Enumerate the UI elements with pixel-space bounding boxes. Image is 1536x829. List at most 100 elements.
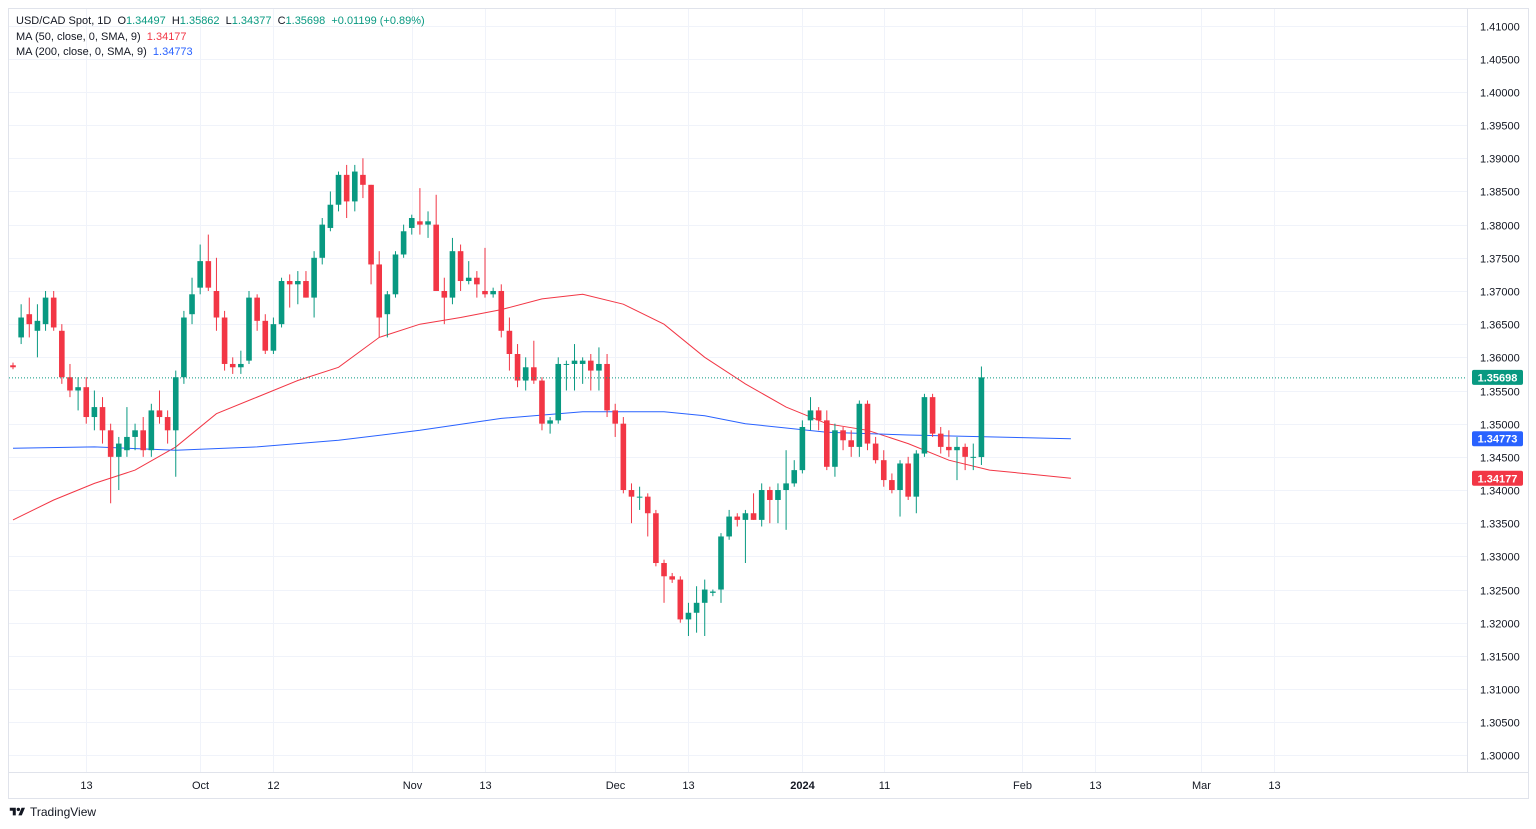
candle-body [197, 261, 203, 288]
price-tick-label: 1.33500 [1480, 519, 1520, 531]
candle-up [392, 251, 399, 298]
candle-up [246, 290, 252, 364]
candle-body [921, 397, 928, 454]
candle-up [465, 261, 472, 285]
candle-body [905, 463, 911, 497]
candle-down [937, 426, 944, 454]
candle-body [368, 184, 374, 265]
candle-body [286, 281, 293, 285]
tradingview-brand[interactable]: TradingView [9, 805, 96, 819]
time-tick-label: Nov [403, 780, 423, 792]
candle-down [880, 450, 887, 487]
legend-ma200-row[interactable]: MA (200, close, 0, SMA, 9) 1.34773 [16, 45, 425, 61]
ma200-line [12, 411, 1071, 451]
candle-down [962, 443, 968, 471]
candle-body [42, 297, 49, 325]
candle-up [408, 214, 415, 235]
candle-body [677, 579, 684, 620]
candle-up [490, 287, 496, 298]
candle-body [254, 297, 260, 321]
candle-down [815, 407, 822, 431]
candle-up [42, 290, 49, 331]
price-axis[interactable]: 1.41000 1.40500 1.40000 1.39500 1.39000 1.385… [1480, 22, 1520, 763]
candle-body [547, 420, 553, 424]
candle-down [376, 251, 383, 338]
candle-body [238, 363, 244, 368]
candle-body [164, 417, 171, 431]
candle-body [246, 297, 252, 361]
candle-body [311, 257, 317, 298]
candle-down [441, 277, 448, 325]
candle-body [661, 563, 667, 577]
candle-body [506, 330, 513, 355]
candle-up [758, 483, 765, 527]
candle-body [189, 294, 195, 315]
candle-up [449, 237, 456, 305]
candle-body [34, 320, 41, 331]
candle-body [880, 460, 887, 481]
candle-up [970, 443, 977, 471]
candle-up [132, 423, 138, 451]
candle-body [335, 174, 342, 205]
legend-close-value: 1.35698 [285, 15, 326, 27]
candle-body [783, 483, 789, 491]
legend-ohlc-row: USD/CAD Spot, 1D O1.34497 H1.35862 L1.34… [16, 14, 425, 30]
legend-open-value: 1.34497 [126, 15, 166, 27]
candle-down [140, 417, 147, 457]
candle-body [465, 277, 472, 282]
price-tick-label: 1.36000 [1480, 353, 1520, 365]
candle-down [303, 271, 309, 298]
candle-up [238, 350, 244, 374]
price-tick-label: 1.34500 [1480, 453, 1520, 465]
candle-body [579, 360, 586, 364]
candle-up [799, 420, 806, 474]
candle-up [384, 290, 391, 338]
candle-body [270, 324, 277, 351]
candle-down [750, 493, 757, 520]
time-axis[interactable]: 13 Oct 12 Nov 13 Dec 13 2024 11 Feb 13 Mar 13 [80, 780, 1280, 792]
legend-ma50-row[interactable]: MA (50, close, 0, SMA, 9) 1.34177 [16, 30, 425, 46]
legend-low-value: 1.34377 [231, 15, 272, 27]
candle-down [474, 271, 480, 298]
price-tick-label: 1.34000 [1480, 486, 1520, 498]
candle-down [531, 340, 537, 384]
candle-body [99, 407, 106, 431]
candle-up [921, 393, 928, 457]
price-tick-label: 1.39500 [1480, 121, 1520, 133]
candle-body [384, 294, 391, 315]
price-tick-label: 1.37000 [1480, 287, 1520, 299]
candle-body [758, 490, 765, 520]
tradingview-logo-icon [9, 807, 25, 816]
time-tick-label: 13 [479, 780, 491, 792]
candle-down [482, 247, 488, 298]
legend-low-label: L [225, 15, 232, 27]
legend-high-value: 1.35862 [179, 15, 220, 27]
candle-body [50, 297, 57, 328]
candle-down [864, 400, 871, 451]
price-tick-label: 1.38000 [1480, 221, 1520, 233]
candle-body [767, 490, 773, 500]
candle-down [506, 317, 513, 371]
candle-up [791, 460, 798, 487]
candle-up [710, 589, 716, 597]
candle-up [115, 436, 122, 491]
candle-body [685, 612, 692, 620]
candle-up [34, 304, 41, 358]
price-tags: 1.35698 1.34773 1.34177 [1472, 369, 1523, 486]
candle-up [91, 390, 98, 431]
candle-down [889, 473, 895, 494]
candle-up [197, 244, 203, 295]
candle-body [604, 363, 610, 411]
candle-up [856, 400, 863, 457]
candle-body [587, 360, 594, 371]
candle-down [433, 194, 439, 291]
candle-down [539, 377, 545, 431]
candle-up [555, 357, 562, 424]
legend-symbol[interactable]: USD/CAD Spot, 1D [16, 15, 112, 27]
candle-up [693, 586, 700, 633]
candle-body [832, 430, 838, 467]
candle-body [913, 453, 920, 497]
candle-body [213, 290, 220, 318]
candle-body [181, 317, 187, 378]
